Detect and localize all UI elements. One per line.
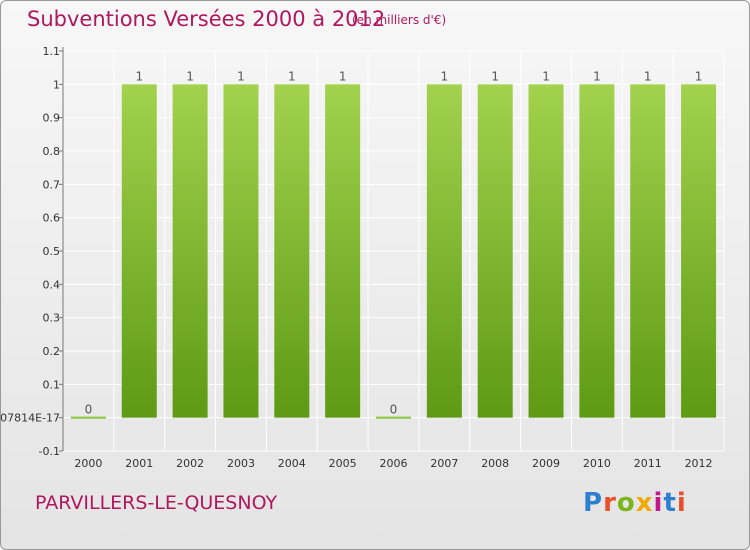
logo-letter: i [653, 488, 664, 518]
y-tick-label: 1.3877787807814E-17 [1, 412, 60, 425]
bar-2012 [681, 84, 717, 418]
y-tick-label: 1.1 [43, 45, 61, 58]
data-label-2009: 1 [542, 69, 550, 83]
data-label-2007: 1 [441, 69, 449, 83]
grid [62, 50, 725, 452]
data-label-2011: 1 [644, 69, 652, 83]
data-label-2000: 0 [85, 403, 93, 417]
bars [70, 84, 717, 419]
bar-2010 [579, 84, 615, 418]
chart-title: Subventions Versées 2000 à 2012 [27, 7, 386, 31]
data-label-2002: 1 [186, 69, 194, 83]
data-label-2004: 1 [288, 69, 296, 83]
unit-note: (en milliers d'€) [352, 13, 447, 27]
bar-2009 [528, 84, 564, 418]
logo-letter: x [635, 488, 654, 518]
x-tick-label: 2000 [74, 457, 102, 470]
y-tick-label: 0.7 [43, 178, 61, 191]
axes [59, 47, 64, 452]
x-tick-label: 2002 [176, 457, 204, 470]
bar-2001 [121, 84, 157, 418]
data-label-2005: 1 [339, 69, 347, 83]
logo-letter: r [603, 488, 617, 518]
y-tick-label: 0.6 [43, 212, 61, 225]
x-tick-label: 2006 [380, 457, 408, 470]
y-tick-label: 0.9 [43, 112, 61, 125]
bar-2005 [325, 84, 361, 418]
y-tick-label: 0.2 [43, 345, 61, 358]
y-tick-label: 0.4 [43, 278, 61, 291]
data-label-2008: 1 [491, 69, 499, 83]
bar-2011 [630, 84, 666, 418]
bar-2007 [426, 84, 462, 418]
x-tick-label: 2012 [685, 457, 713, 470]
y-tick-label: 1 [53, 78, 60, 91]
y-tick-label: 0.8 [43, 145, 61, 158]
x-tick-label: 2004 [278, 457, 306, 470]
y-tick-label: 0.3 [43, 312, 61, 325]
logo-letter: o [616, 488, 636, 518]
x-tick-label: 2009 [532, 457, 560, 470]
x-tick-label: 2007 [430, 457, 458, 470]
bar-2003 [223, 84, 259, 418]
bar-2004 [274, 84, 310, 418]
logo-letter: i [676, 488, 687, 518]
logo-letter: t [663, 488, 677, 518]
proxiti-logo[interactable]: Proxiti [583, 488, 687, 518]
data-label-2010: 1 [593, 69, 601, 83]
x-tick-label: 2005 [329, 457, 357, 470]
data-label-2003: 1 [237, 69, 245, 83]
x-tick-label: 2011 [634, 457, 662, 470]
x-tick-label: 2010 [583, 457, 611, 470]
bar-2002 [172, 84, 208, 418]
x-tick-label: 2001 [125, 457, 153, 470]
data-label-2006: 0 [390, 403, 398, 417]
labels: -0.1 1.3877787807814E-17 0.1 0.2 0.3 0.4 0.5 0.… [1, 45, 713, 470]
bar-2008 [477, 84, 513, 418]
x-tick-label: 2003 [227, 457, 255, 470]
logo-letter: P [583, 488, 604, 518]
y-tick-label: -0.1 [39, 445, 60, 458]
x-tick-label: 2008 [481, 457, 509, 470]
commune-name: PARVILLERS-LE-QUESNOY [35, 492, 278, 514]
data-label-2012: 1 [695, 69, 703, 83]
y-tick-label: 0.1 [43, 378, 61, 391]
data-label-2001: 1 [135, 69, 143, 83]
y-tick-label: 0.5 [43, 245, 61, 258]
